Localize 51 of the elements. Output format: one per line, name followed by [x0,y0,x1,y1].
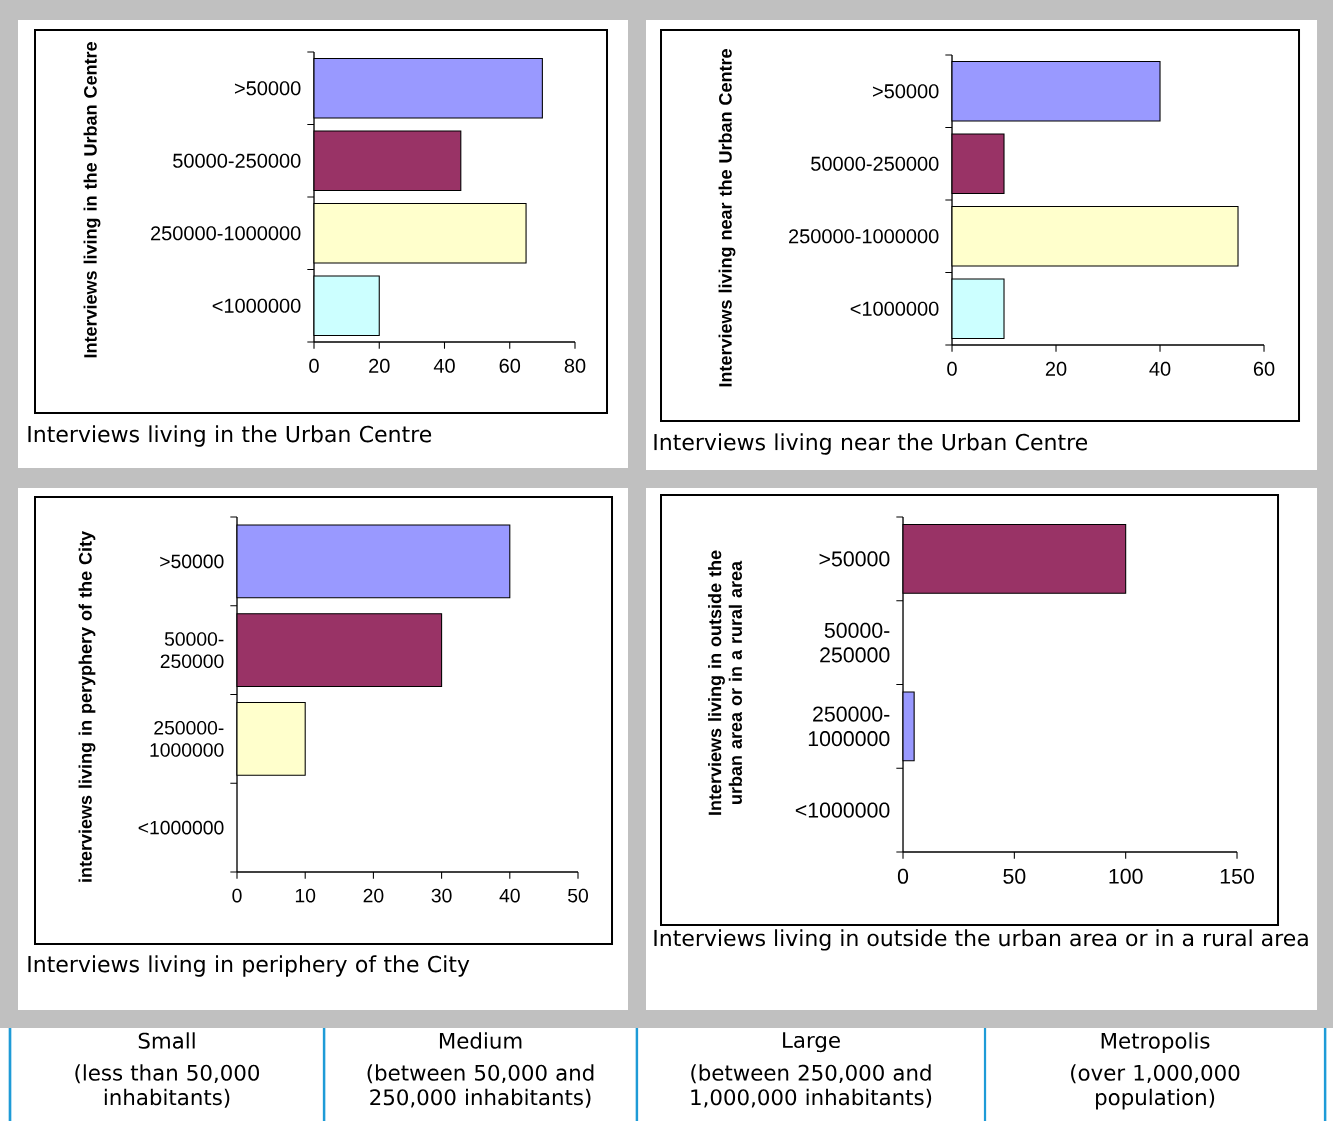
y-axis-title: Interviews living in the Urban Centre [83,41,101,358]
text: Large [783,1032,840,1053]
y-tick-label: >50000 [234,80,301,96]
text: (less than 50,000 inhabitants) [75,1064,260,1108]
text: Small [138,1032,195,1049]
y-tick-label: <1000000 [212,298,301,313]
text: Interviews living near the Urban Centre [654,433,1088,455]
y-tick-label: 50000-250000 [173,153,301,168]
text: Interviews living in periphery of the City [28,955,470,977]
y-tick-label: <1000000 [850,301,939,316]
y-tick-label: >50000 [872,83,939,99]
y-axis-title: Interviews living near the Urban Centre [718,48,736,387]
x-tick-label: 40 [1149,361,1171,376]
y-tick-label: 250000-1000000 [789,228,939,244]
y-tick-label: >50000 [160,554,224,569]
x-tick-label: 10 [295,888,316,903]
y-tick-label: 250000-1000000 [808,706,890,747]
text: Metropolis [1101,1032,1210,1053]
x-tick-label: 30 [431,888,452,903]
text: (between 50,000 and 250,000 inhabitants) [367,1064,594,1108]
y-tick-label: <1000000 [795,802,890,818]
text: Interviews living in the Urban Centre [28,425,432,447]
x-tick-label: 50 [1003,868,1026,884]
x-tick-label: 20 [363,888,384,903]
x-tick-label: 50 [568,888,588,903]
text: (over 1,000,000 population) [1071,1064,1240,1110]
y-tick-label: 50000-250000 [811,156,939,171]
y-tick-label: 50000-250000 [160,631,224,668]
x-tick-label: 20 [1045,361,1067,376]
x-tick-label: 0 [309,358,319,373]
x-tick-label: 0 [897,868,909,884]
x-tick-label: 150 [1220,868,1254,884]
text: (between 250,000 and 1,000,000 inhabitants) [691,1064,932,1108]
y-tick-label: 50000-250000 [820,622,890,663]
y-axis-title: Interviews living in outside the urban area or in a rural area [708,550,742,815]
x-tick-label: 60 [499,358,521,373]
y-tick-label: >50000 [819,551,890,567]
y-tick-label: 250000-1000000 [150,720,224,757]
x-tick-label: 0 [947,361,957,376]
x-tick-label: 40 [499,888,520,903]
x-tick-label: 60 [1253,361,1275,376]
x-tick-label: 0 [232,888,242,903]
x-tick-label: 40 [433,358,455,373]
text: Interviews living in outside the urban area or in a rural area [654,929,1308,951]
x-tick-label: 100 [1109,868,1143,884]
x-tick-label: 80 [564,358,586,373]
text: Medium [439,1032,522,1049]
y-tick-label: 250000-1000000 [151,225,301,241]
y-axis-title: interviews living in peryphery of the City [78,530,96,882]
x-tick-label: 20 [369,358,390,373]
y-tick-label: <1000000 [138,820,224,835]
